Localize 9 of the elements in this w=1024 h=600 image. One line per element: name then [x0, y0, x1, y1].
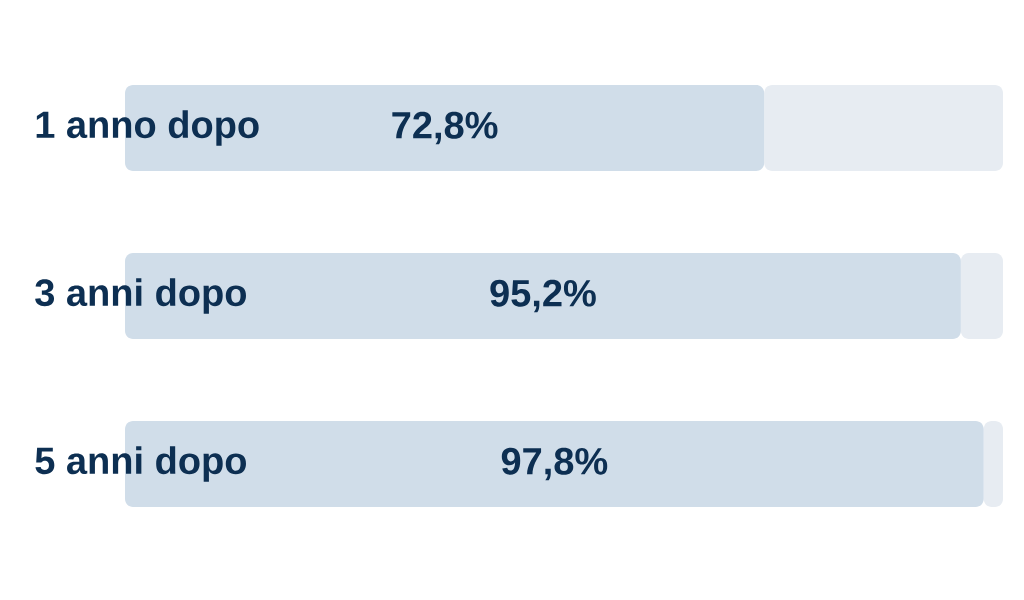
bar: [960, 253, 1004, 339]
bar: [983, 421, 1004, 508]
bar: [764, 84, 1004, 171]
y-tick-label: 5 anni dopo: [35, 446, 246, 482]
y-tick-label: 1 anno dopo: [36, 110, 259, 146]
data-label: 97,8%: [501, 447, 608, 481]
data-label: 95,2%: [490, 279, 596, 313]
y-tick-label: 3 anni dopo: [35, 278, 246, 314]
data-label: 72,8%: [392, 111, 498, 145]
